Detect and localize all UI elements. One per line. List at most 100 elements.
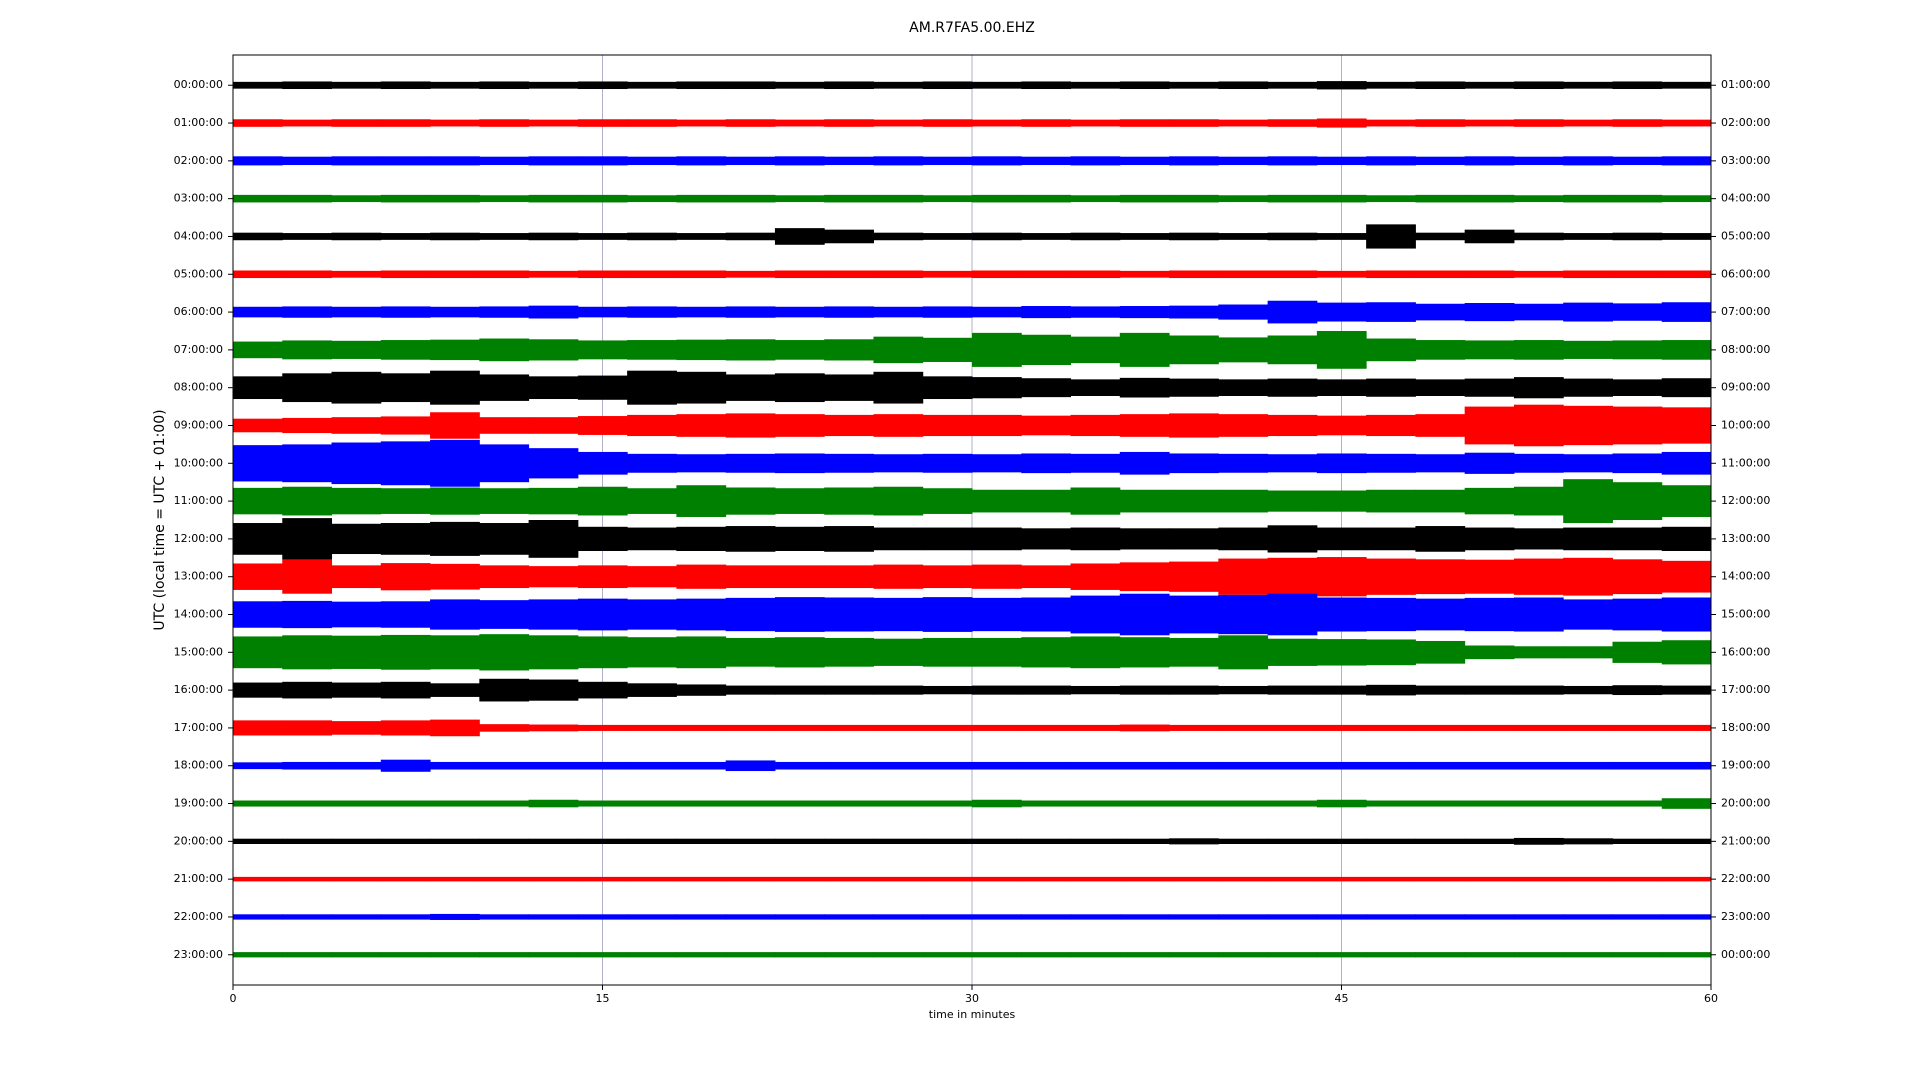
trace-segment — [824, 81, 874, 90]
trace-segment — [380, 233, 431, 240]
trace-segment — [824, 526, 874, 552]
trace-segment — [1563, 156, 1613, 166]
trace-segment — [1119, 156, 1170, 166]
trace-segment — [1316, 527, 1367, 551]
trace-segment — [1021, 270, 1072, 279]
trace-segment — [282, 681, 333, 699]
trace-segment — [577, 914, 628, 920]
trace-segment — [577, 876, 628, 882]
trace-segment — [1316, 914, 1367, 920]
row-right-label: 06:00:00 — [1721, 267, 1770, 280]
trace-segment — [1021, 81, 1072, 90]
trace-segment — [676, 684, 727, 696]
trace-segment — [331, 761, 382, 770]
trace-segment — [972, 527, 1022, 551]
trace-segment — [1661, 876, 1712, 882]
trace-segment — [479, 761, 530, 770]
trace-segment — [479, 488, 530, 514]
trace-segment — [1021, 528, 1072, 550]
trace-segment — [1661, 407, 1712, 444]
trace-segment — [1169, 561, 1219, 592]
trace-segment — [725, 952, 776, 958]
trace-segment — [479, 306, 530, 318]
trace-segment — [233, 914, 283, 920]
trace-segment — [380, 838, 431, 844]
trace-segment — [1563, 646, 1613, 659]
trace-segment — [627, 270, 677, 279]
trace-segment — [922, 952, 973, 958]
trace-segment — [528, 81, 579, 89]
trace-segment — [774, 306, 825, 318]
trace-segment — [380, 634, 431, 670]
trace-segment — [380, 914, 431, 920]
trace-segment — [331, 601, 382, 628]
trace-segment — [528, 119, 579, 127]
trace-segment — [1612, 81, 1663, 90]
trace-segment — [528, 487, 579, 515]
trace-segment — [1612, 914, 1663, 920]
trace-segment — [331, 119, 382, 127]
trace-segment — [1218, 414, 1269, 437]
trace-segment — [1513, 528, 1564, 550]
trace-segment — [331, 270, 382, 278]
trace-segment — [824, 194, 874, 203]
x-tick-label: 0 — [230, 992, 237, 1005]
trace-segment — [1218, 119, 1269, 127]
trace-segment — [873, 81, 924, 89]
trace-segment — [1021, 597, 1072, 632]
trace-segment — [1267, 119, 1318, 127]
trace-segment — [577, 270, 628, 279]
trace-segment — [430, 270, 480, 279]
trace-segment — [824, 487, 874, 515]
trace-segment — [1070, 81, 1121, 89]
trace-segment — [528, 270, 579, 278]
trace-segment — [725, 232, 776, 241]
trace-segment — [1218, 81, 1269, 90]
trace-segment — [824, 637, 874, 667]
trace-segment — [1612, 952, 1663, 958]
trace-segment — [1316, 194, 1367, 203]
trace-segment — [972, 799, 1022, 808]
trace-segment — [380, 416, 431, 435]
trace-segment — [1366, 270, 1416, 279]
trace-segment — [1563, 527, 1613, 551]
row-right-label: 11:00:00 — [1721, 456, 1770, 469]
trace-segment — [627, 637, 677, 668]
trace-segment — [922, 337, 973, 362]
trace-segment — [1070, 379, 1121, 396]
trace-segment — [627, 527, 677, 551]
trace-segment — [282, 119, 333, 127]
trace-segment — [725, 453, 776, 473]
trace-segment — [1267, 638, 1318, 666]
trace-segment — [380, 681, 431, 699]
trace-segment — [1464, 559, 1515, 594]
trace-segment — [430, 599, 480, 630]
trace-segment — [577, 724, 628, 731]
trace-segment — [528, 448, 579, 479]
trace-segment — [922, 685, 973, 695]
trace-segment — [676, 371, 727, 404]
trace-segment — [1464, 81, 1515, 89]
row-right-label: 05:00:00 — [1721, 229, 1770, 242]
trace-segment — [528, 838, 579, 844]
trace-segment — [972, 761, 1022, 770]
trace-segment — [430, 339, 480, 361]
trace-segment — [824, 761, 874, 770]
trace-segment — [1513, 837, 1564, 845]
trace-segment — [1267, 952, 1318, 958]
trace-segment — [676, 761, 727, 770]
trace-segment — [1366, 119, 1416, 127]
trace-segment — [873, 156, 924, 166]
trace-segment — [972, 597, 1022, 632]
row-right-label: 04:00:00 — [1721, 192, 1770, 205]
trace-segment — [1612, 453, 1663, 474]
trace-segment — [1070, 336, 1121, 364]
trace-segment — [479, 156, 530, 166]
trace-segment — [1415, 800, 1466, 807]
row-label: 16:00:00 — [174, 683, 223, 696]
trace-segment — [1218, 724, 1269, 731]
trace-segment — [1218, 270, 1269, 279]
trace-segment — [627, 195, 677, 203]
trace-segment — [1563, 302, 1613, 322]
trace-segment — [824, 838, 874, 844]
